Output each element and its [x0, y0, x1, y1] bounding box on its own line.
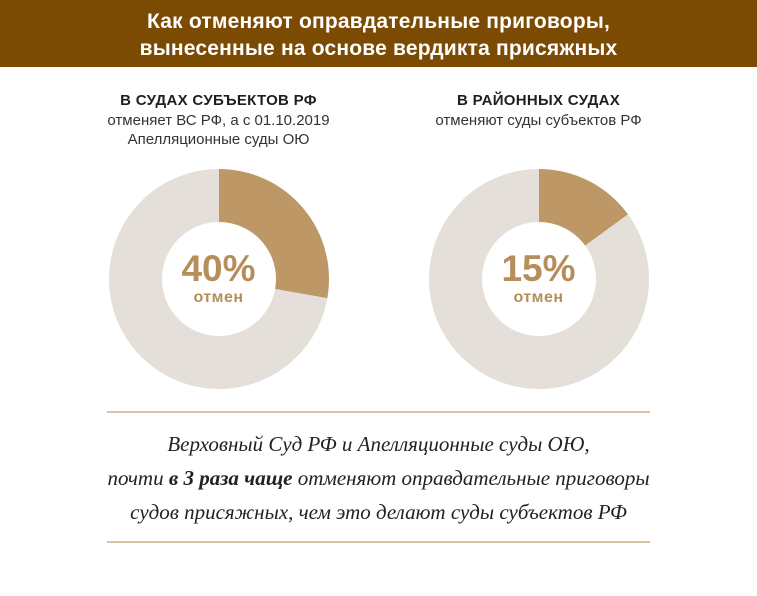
- note-line-2-bold: в 3 раза чаще: [168, 466, 293, 490]
- note-paragraph: Верховный Суд РФ и Апелляционные суды ОЮ…: [0, 427, 757, 529]
- donut-chart-subject-courts: 40% отмен: [108, 169, 329, 389]
- chart-header: В СУДАХ СУБЪЕКТОВ РФ отменяет ВС РФ, а с…: [107, 91, 329, 169]
- chart-subtitle-line-1: отменяет ВС РФ, а с 01.10.2019: [107, 112, 330, 129]
- percent-caption: отмен: [193, 289, 244, 306]
- charts-row: В СУДАХ СУБЪЕКТОВ РФ отменяет ВС РФ, а с…: [69, 91, 689, 389]
- donut-chart-district-courts: 15% отмен: [428, 169, 649, 389]
- percent-value: 15%: [501, 248, 576, 289]
- donut-hole: 40% отмен: [161, 222, 276, 336]
- percent-value: 40%: [181, 248, 256, 289]
- chart-column-subject-courts: В СУДАХ СУБЪЕКТОВ РФ отменяет ВС РФ, а с…: [69, 91, 369, 389]
- chart-title: В СУДАХ СУБЪЕКТОВ РФ: [120, 92, 317, 109]
- note-line-2-suffix: отменяют оправдательные приговоры: [292, 466, 650, 490]
- chart-column-district-courts: В РАЙОННЫХ СУДАХ отменяют суды субъектов…: [389, 91, 689, 389]
- chart-header: В РАЙОННЫХ СУДАХ отменяют суды субъектов…: [435, 91, 641, 169]
- note-line-1: Верховный Суд РФ и Апелляционные суды ОЮ…: [167, 432, 590, 456]
- chart-subtitle-line-2: Апелляционные суды ОЮ: [127, 131, 310, 148]
- chart-title: В РАЙОННЫХ СУДАХ: [456, 92, 621, 109]
- chart-subtitle-line-1: отменяют суды субъектов РФ: [435, 112, 642, 129]
- note-line-2: почти в 3 раза чаще отменяют оправдатель…: [0, 461, 757, 495]
- header-banner: Как отменяют оправдательные приговоры, в…: [0, 0, 757, 67]
- header-title-line-2: вынесенные на основе вердикта присяжных: [139, 36, 618, 60]
- header-title-line-1: Как отменяют оправдательные приговоры,: [146, 9, 611, 33]
- donut-hole: 15% отмен: [481, 222, 596, 336]
- percent-caption: отмен: [513, 289, 564, 306]
- divider-bottom: [107, 541, 650, 543]
- divider-top: [107, 411, 650, 413]
- note-line-2-prefix: почти: [107, 466, 169, 490]
- note-line-3: судов присяжных, чем это делают суды суб…: [130, 500, 627, 524]
